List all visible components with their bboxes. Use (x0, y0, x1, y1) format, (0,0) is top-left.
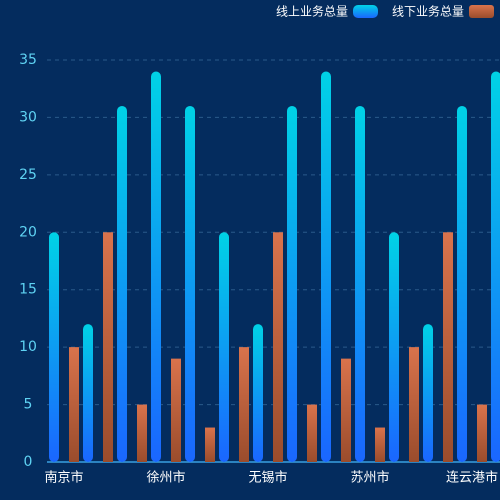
y-tick-label: 25 (19, 167, 37, 183)
bar (69, 347, 79, 462)
plot: 0 5 10 15 20 25 30 35 南京市 徐州市 无锡市 苏州市 连云港市 (19, 52, 500, 486)
bar (185, 105, 195, 462)
y-tick-label: 30 (19, 109, 37, 125)
x-tick-label: 连云港市 (446, 470, 498, 486)
bar (477, 404, 487, 462)
bar (253, 324, 263, 462)
bar (457, 105, 467, 462)
x-tick-label: 无锡市 (248, 470, 287, 486)
bar (375, 427, 385, 462)
bar (83, 324, 93, 462)
x-tick-label: 徐州市 (146, 470, 185, 486)
bar (273, 232, 283, 462)
bar (443, 232, 453, 462)
x-tick-label: 南京市 (44, 470, 83, 486)
bar (239, 347, 249, 462)
bar (389, 232, 399, 462)
legend-label: 线上业务总量 (276, 4, 348, 19)
y-tick-label: 5 (24, 397, 33, 413)
bar (151, 71, 161, 462)
bar (409, 347, 419, 462)
bar (137, 404, 147, 462)
bar (341, 358, 351, 462)
bar (117, 105, 127, 462)
y-tick-label: 20 (19, 224, 37, 240)
bar (321, 71, 331, 462)
legend-swatch (469, 5, 494, 18)
legend-label: 线下业务总量 (392, 4, 464, 19)
bar (49, 232, 59, 462)
y-tick-label: 15 (19, 282, 37, 298)
bar (219, 232, 229, 462)
bar (491, 71, 500, 462)
bar (103, 232, 113, 462)
bar (423, 324, 433, 462)
legend-swatch (352, 5, 378, 18)
bar (287, 105, 297, 462)
bar (171, 358, 181, 462)
y-tick-label: 35 (19, 52, 37, 68)
bar (205, 427, 215, 462)
bar (355, 105, 365, 462)
x-tick-label: 苏州市 (350, 470, 389, 486)
bar (307, 404, 317, 462)
y-tick-label: 0 (24, 454, 33, 470)
y-tick-label: 10 (19, 339, 37, 355)
